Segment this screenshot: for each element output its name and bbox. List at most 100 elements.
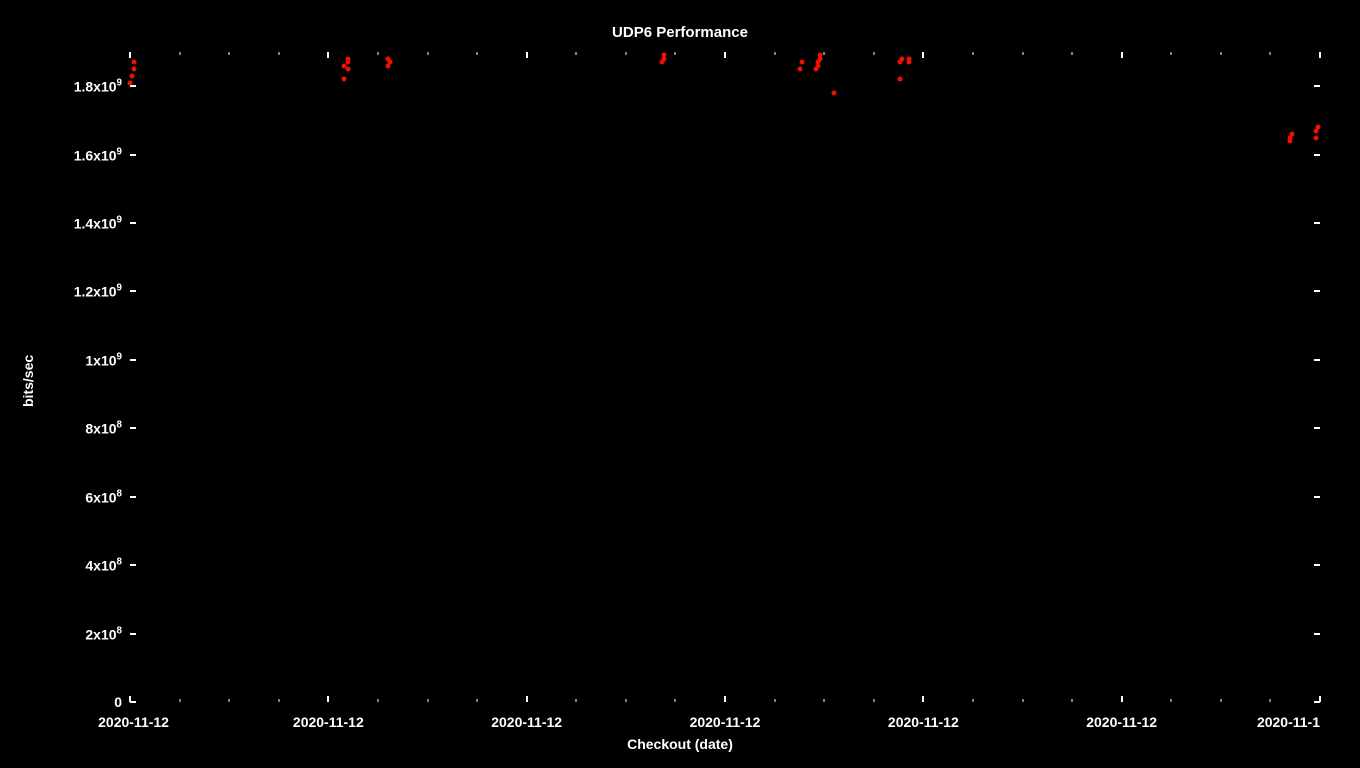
x-tick-mark [922, 696, 924, 702]
y-tick-label: 1.6x109 [74, 146, 122, 163]
x-tick-mark [1319, 696, 1321, 702]
y-tick-mark [1314, 359, 1320, 361]
x-minor-tick [824, 699, 825, 702]
x-minor-tick [377, 52, 378, 55]
y-tick-mark [1314, 85, 1320, 87]
y-tick-mark [1314, 154, 1320, 156]
x-minor-tick [1072, 699, 1073, 702]
x-minor-tick [278, 699, 279, 702]
x-minor-tick [1072, 52, 1073, 55]
x-tick-label: 2020-11-12 [293, 714, 364, 730]
x-minor-tick [576, 699, 577, 702]
data-point [818, 53, 823, 58]
y-tick-label: 1x109 [85, 352, 122, 369]
x-minor-tick [278, 52, 279, 55]
y-tick-mark [1314, 633, 1320, 635]
x-tick-label: 2020-11-12 [690, 714, 761, 730]
x-tick-label: 2020-11-12 [888, 714, 959, 730]
x-minor-tick [576, 52, 577, 55]
data-point [131, 67, 136, 72]
y-tick-mark [1314, 564, 1320, 566]
data-point [1290, 132, 1295, 137]
x-minor-tick [625, 52, 626, 55]
x-tick-mark [129, 52, 131, 58]
data-point [346, 56, 351, 61]
y-tick-mark [130, 85, 136, 87]
y-tick-mark [130, 427, 136, 429]
x-minor-tick [427, 699, 428, 702]
y-axis-label: bits/sec [20, 355, 36, 407]
x-tick-mark [1121, 52, 1123, 58]
data-point [661, 53, 666, 58]
x-minor-tick [1171, 52, 1172, 55]
x-tick-mark [526, 696, 528, 702]
x-minor-tick [1270, 699, 1271, 702]
x-minor-tick [625, 699, 626, 702]
x-minor-tick [179, 699, 180, 702]
y-tick-label: 8x108 [85, 420, 122, 437]
data-point [897, 77, 902, 82]
data-point [129, 73, 134, 78]
x-minor-tick [1220, 699, 1221, 702]
y-tick-label: 4x108 [85, 557, 122, 574]
y-tick-mark [130, 496, 136, 498]
y-tick-label: 1.4x109 [74, 215, 122, 232]
x-minor-tick [477, 52, 478, 55]
y-tick-mark [130, 359, 136, 361]
data-point [128, 80, 133, 85]
y-tick-mark [1314, 222, 1320, 224]
data-point [1316, 125, 1321, 130]
x-minor-tick [972, 699, 973, 702]
x-minor-tick [229, 52, 230, 55]
y-tick-mark [1314, 496, 1320, 498]
data-point [1314, 135, 1319, 140]
data-point [346, 67, 351, 72]
x-tick-label: 2020-11-1 [1257, 714, 1320, 730]
y-tick-label: 1.2x109 [74, 283, 122, 300]
x-axis-label: Checkout (date) [0, 736, 1360, 752]
x-minor-tick [873, 699, 874, 702]
x-minor-tick [774, 699, 775, 702]
y-tick-label: 1.8x109 [74, 78, 122, 95]
y-tick-mark [130, 154, 136, 156]
x-minor-tick [377, 699, 378, 702]
x-minor-tick [774, 52, 775, 55]
y-tick-mark [1314, 290, 1320, 292]
y-tick-mark [130, 633, 136, 635]
x-tick-mark [724, 696, 726, 702]
data-point [798, 67, 803, 72]
x-minor-tick [1270, 52, 1271, 55]
x-tick-mark [129, 696, 131, 702]
data-point [342, 77, 347, 82]
chart-title: UDP6 Performance [0, 24, 1360, 41]
data-point [131, 60, 136, 65]
data-point [832, 91, 837, 96]
y-tick-label: 2x108 [85, 625, 122, 642]
x-minor-tick [972, 52, 973, 55]
plot-area: 02x1084x1086x1088x1081x1091.2x1091.4x109… [130, 52, 1320, 702]
x-minor-tick [1022, 699, 1023, 702]
x-minor-tick [477, 699, 478, 702]
y-tick-mark [130, 564, 136, 566]
x-tick-mark [327, 52, 329, 58]
x-tick-mark [922, 52, 924, 58]
x-tick-mark [526, 52, 528, 58]
y-tick-label: 0 [114, 694, 122, 710]
chart-container: UDP6 Performance bits/sec Checkout (date… [0, 0, 1360, 768]
x-minor-tick [675, 699, 676, 702]
x-minor-tick [1220, 52, 1221, 55]
y-tick-mark [130, 290, 136, 292]
x-tick-label: 2020-11-12 [491, 714, 562, 730]
x-minor-tick [675, 52, 676, 55]
x-minor-tick [873, 52, 874, 55]
x-tick-mark [327, 696, 329, 702]
data-point [800, 60, 805, 65]
x-tick-mark [1319, 52, 1321, 58]
x-tick-mark [1121, 696, 1123, 702]
x-minor-tick [427, 52, 428, 55]
data-point [387, 60, 392, 65]
data-point [907, 56, 912, 61]
x-tick-mark [724, 52, 726, 58]
x-minor-tick [179, 52, 180, 55]
x-minor-tick [1171, 699, 1172, 702]
